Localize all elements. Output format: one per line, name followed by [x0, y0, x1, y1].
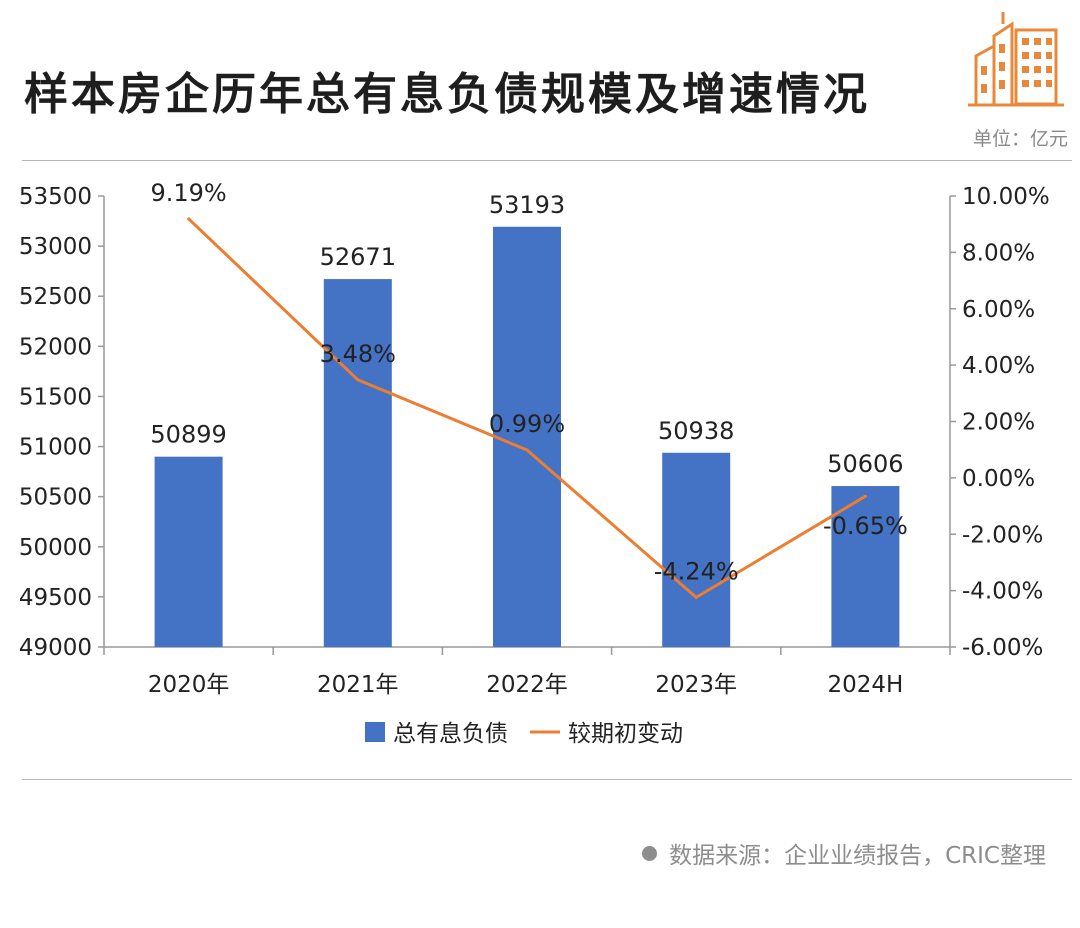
line-point: [863, 494, 867, 498]
y-right-tick-label: -6.00%: [962, 635, 1043, 661]
unit-label: 单位：亿元: [972, 128, 1068, 150]
line-point: [187, 217, 191, 221]
line-data-label: 0.99%: [489, 410, 565, 438]
bar-total-debt: [493, 226, 561, 647]
y-right-tick-label: 0.00%: [962, 466, 1035, 492]
bar-data-label: 50606: [827, 450, 903, 478]
y-right-tick-label: -4.00%: [962, 579, 1043, 605]
top-divider: [22, 160, 1072, 161]
chart-title: 样本房企历年总有息负债规模及增速情况: [24, 69, 870, 120]
y-right-tick-label: 2.00%: [962, 410, 1035, 436]
x-tick-label: 2020年: [148, 672, 230, 698]
x-tick-label: 2023年: [655, 672, 737, 698]
bottom-divider: [22, 779, 1072, 780]
bar-total-debt: [154, 456, 223, 647]
y-left-tick-label: 53500: [19, 184, 92, 210]
bar-total-debt: [662, 452, 731, 647]
bar-total-debt: [831, 486, 900, 647]
legend-bar-swatch: [365, 722, 385, 742]
data-source-note: 数据来源：企业业绩报告，CRIC整理: [642, 836, 1046, 870]
y-right-tick-label: 8.00%: [962, 240, 1035, 266]
x-tick-label: 2022年: [486, 672, 568, 698]
bar-total-debt: [323, 279, 392, 647]
x-tick-label: 2024H: [827, 672, 903, 698]
data-source-text: 数据来源：企业业绩报告，CRIC整理: [669, 843, 1046, 869]
bullet-icon: [642, 846, 658, 861]
line-point: [694, 595, 698, 599]
building-logo-icon: [968, 12, 1064, 107]
y-left-tick-label: 49000: [19, 635, 92, 661]
y-right-tick-label: 6.00%: [962, 297, 1035, 323]
y-left-tick-label: 49500: [19, 585, 92, 611]
y-left-tick-label: 51000: [19, 435, 92, 461]
y-right-tick-label: 10.00%: [962, 184, 1050, 210]
y-left-tick-label: 50000: [19, 535, 92, 561]
y-left-tick-label: 51500: [19, 384, 92, 410]
chart-plot: 49000 49500 50000 50500 51000 51500 52000 52500…: [19, 179, 1050, 747]
legend-line-label: 较期初变动: [568, 721, 683, 747]
y-right-tick-label: -2.00%: [962, 522, 1043, 548]
bar-data-label: 52671: [320, 243, 396, 271]
line-data-label: -0.65%: [823, 512, 908, 540]
line-data-label: -4.24%: [654, 557, 739, 585]
y-left-tick-label: 52000: [19, 334, 92, 360]
y-left-tick-label: 52500: [19, 284, 92, 310]
bar-data-label: 53193: [489, 191, 565, 219]
bar-data-label: 50899: [150, 421, 226, 449]
y-right-tick-label: 4.00%: [962, 353, 1035, 379]
legend-bar-label: 总有息负债: [393, 721, 508, 747]
line-point: [356, 378, 360, 382]
line-point: [525, 448, 529, 452]
y-left-tick-label: 50500: [19, 485, 92, 511]
line-data-label: 9.19%: [150, 179, 226, 207]
y-left-tick-label: 53000: [19, 234, 92, 260]
bar-data-label: 50938: [658, 417, 734, 445]
x-tick-label: 2021年: [317, 672, 399, 698]
line-data-label: 3.48%: [320, 340, 396, 368]
